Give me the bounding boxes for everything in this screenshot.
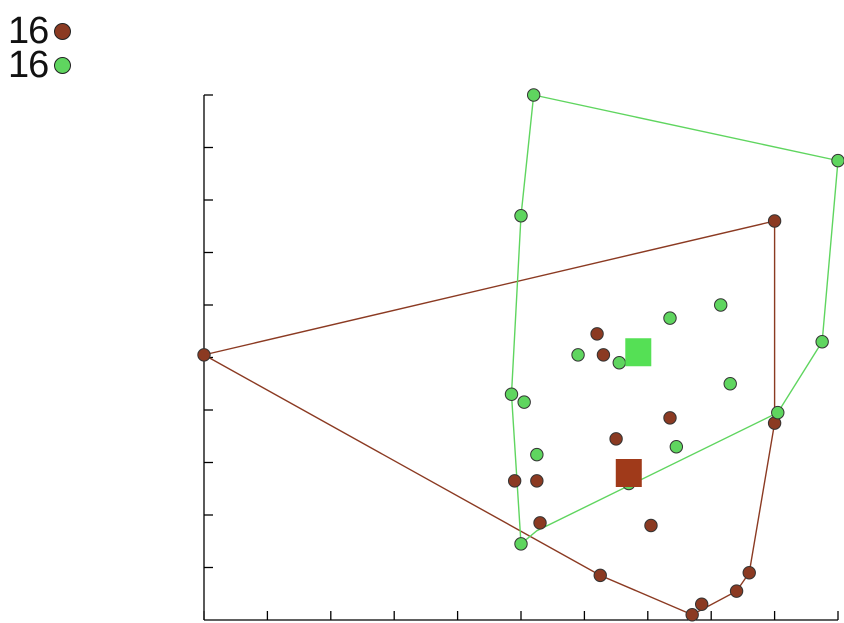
data-point-green	[526, 88, 541, 102]
data-point-green	[514, 537, 528, 551]
data-point-green	[815, 335, 829, 349]
data-point-green	[571, 348, 585, 362]
legend-entry-brown: 16	[8, 10, 72, 52]
data-point-green	[723, 377, 737, 391]
data-point-brown	[767, 214, 782, 228]
data-point-green	[771, 405, 785, 420]
data-point-green	[714, 298, 728, 312]
data-point-brown	[593, 568, 607, 583]
data-point-brown	[644, 518, 658, 533]
data-point-green	[514, 209, 528, 223]
data-point-brown	[663, 411, 677, 425]
legend: 16 16	[8, 10, 72, 86]
legend-marker-green	[54, 56, 72, 74]
data-point-green	[669, 440, 684, 454]
data-point-green	[504, 387, 519, 401]
legend-label-brown: 16	[8, 10, 49, 52]
data-point-green	[612, 356, 626, 370]
data-point-brown	[742, 566, 756, 580]
data-point-brown	[530, 474, 544, 488]
data-point-brown	[197, 348, 211, 362]
data-point-brown	[729, 584, 744, 598]
centroid-green	[625, 338, 652, 367]
data-point-green	[831, 153, 844, 168]
data-point-green	[530, 447, 544, 462]
data-point-brown	[685, 608, 699, 622]
data-point-green	[663, 311, 677, 325]
legend-label-green: 16	[8, 44, 49, 86]
legend-entry-green: 16	[8, 44, 72, 86]
hull-green	[510, 94, 839, 546]
data-point-brown	[507, 474, 522, 488]
data-point-brown	[609, 432, 623, 446]
data-point-brown	[596, 348, 611, 362]
hull-brown	[202, 220, 776, 616]
data-point-brown	[533, 516, 547, 530]
data-point-brown	[590, 327, 604, 341]
legend-marker-brown	[54, 22, 72, 40]
data-point-brown	[694, 597, 709, 611]
centroid-brown	[615, 459, 642, 487]
data-point-green	[517, 395, 531, 409]
